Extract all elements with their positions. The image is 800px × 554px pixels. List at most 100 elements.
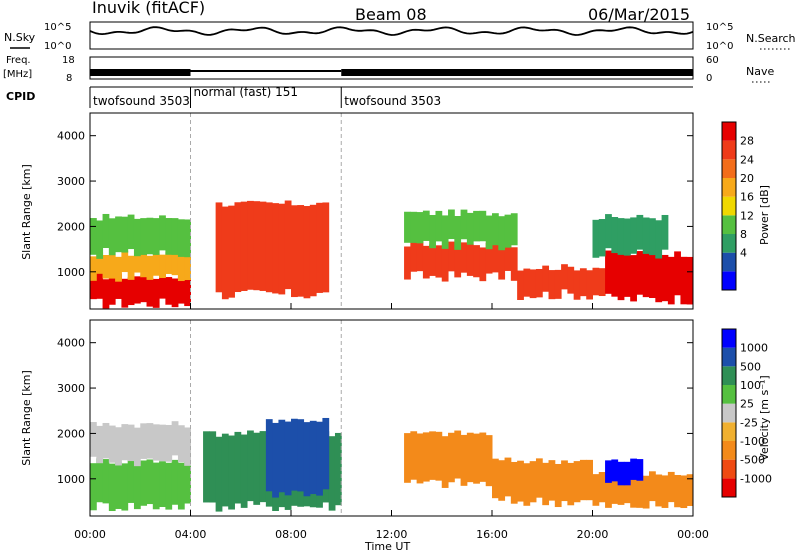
power-cell-6-9 (573, 270, 581, 300)
power-cell-5-13 (485, 215, 493, 250)
velocity-colorbar-label: Velocity [m s⁻¹] (758, 375, 771, 460)
velocity-cell-1-8 (140, 423, 148, 459)
power-cell-3-3 (234, 202, 242, 293)
velocity-cell-3-9 (322, 417, 330, 490)
velocity-cell-0-12 (165, 462, 173, 510)
power-cell-1-5 (121, 251, 129, 273)
power-cell-5-12 (479, 210, 487, 242)
power-cell-6-7 (561, 264, 568, 290)
power-cell-5-2 (416, 212, 424, 244)
velocity-cell-0-1 (96, 458, 104, 503)
power-ytick-label-0: 4000 (57, 130, 85, 143)
velocity-cell-4-10 (466, 432, 474, 483)
power-y-ticks: 4000 3000 2000 1000 (57, 130, 693, 279)
velocity-colorbar-swatch-6 (722, 366, 736, 385)
power-cell-4-12 (479, 247, 487, 282)
power-cell-2-13 (171, 218, 179, 255)
velocity-cell-1-4 (115, 427, 122, 466)
velocity-colorbar: 1000 500 100 25 -25 -100 -500 -1000 (721, 328, 772, 498)
x-tick-label-4: 16:00 (476, 528, 508, 541)
x-tick-label-2: 08:00 (275, 528, 307, 541)
velocity-cell-7-4 (630, 458, 637, 480)
velocity-cell-2-7 (247, 430, 254, 502)
power-cell-0-0 (90, 273, 97, 300)
power-cell-7-8 (655, 255, 663, 303)
velocity-cell-7-0 (605, 460, 612, 483)
power-cell-6-1 (523, 268, 531, 297)
nsky-tick-top: 10^5 (44, 22, 71, 33)
x-tick-label-5: 20:00 (577, 528, 609, 541)
velocity-cell-3-7 (309, 420, 317, 495)
velocity-cell-5-7 (535, 458, 543, 498)
velocity-cell-1-15 (184, 427, 191, 466)
power-cell-6-8 (567, 266, 575, 294)
velocity-colorbar-swatch-2 (722, 441, 736, 460)
velocity-cell-4-3 (422, 432, 430, 482)
velocity-colorbar-tick-0: 1000 (740, 342, 768, 355)
velocity-cell-5-5 (523, 463, 531, 506)
power-colorbar-frame (721, 121, 737, 291)
power-cell-8-6 (630, 217, 637, 254)
power-x-ticks (89, 303, 694, 309)
power-colorbar-swatch-2 (722, 234, 736, 253)
power-colorbar-swatch-0 (722, 271, 736, 290)
velocity-colorbar-tick-5: -100 (740, 435, 765, 448)
date-title: 06/Mar/2015 (588, 5, 690, 24)
velocity-cell-1-14 (177, 425, 185, 463)
power-cell-6-5 (548, 270, 556, 300)
power-cell-0-10 (152, 278, 160, 308)
velocity-cell-5-11 (561, 460, 568, 502)
power-cell-0-6 (127, 277, 135, 306)
power-cell-1-6 (127, 255, 135, 280)
velocity-colorbar-swatch-4 (722, 403, 736, 423)
nsky-label: N.Sky (4, 31, 36, 44)
power-cell-3-1 (221, 206, 229, 300)
velocity-cell-5-0 (492, 458, 499, 499)
power-cell-3-16 (316, 202, 323, 293)
velocity-cell-1-1 (96, 425, 104, 464)
power-ytick-label-3: 1000 (57, 266, 85, 279)
power-cell-2-11 (159, 215, 166, 251)
velocity-colorbar-frame (721, 328, 737, 498)
velocity-colorbar-swatch-7 (722, 347, 736, 367)
velocity-cell-6-13 (674, 474, 681, 508)
power-cell-0-15 (184, 277, 191, 307)
power-cell-7-6 (642, 252, 650, 298)
freq-tick-top: 18 (62, 55, 75, 66)
velocity-colorbar-swatch-3 (722, 422, 736, 441)
power-cell-3-7 (259, 201, 267, 291)
velocity-heatmap (90, 320, 694, 516)
power-cell-8-4 (617, 218, 625, 255)
velocity-colorbar-tick-7: -1000 (740, 472, 772, 485)
velocity-x-ticks (89, 510, 694, 516)
power-cell-7-10 (667, 256, 675, 305)
power-cell-2-10 (152, 218, 160, 255)
power-cell-3-5 (247, 200, 254, 290)
velocity-cell-5-8 (542, 462, 550, 506)
velocity-cell-3-3 (284, 421, 292, 496)
velocity-cell-3-8 (316, 421, 323, 496)
velocity-cell-7-3 (623, 461, 631, 486)
x-tick-label-6: 00:00 (677, 528, 709, 541)
power-cell-8-1 (598, 219, 606, 257)
nsearch-tick-top: 10^5 (706, 22, 733, 33)
power-cell-1-0 (90, 256, 97, 281)
power-cell-2-2 (102, 213, 110, 249)
velocity-cell-6-14 (680, 475, 688, 509)
velocity-cell-5-2 (504, 457, 512, 497)
velocity-cell-1-0 (90, 422, 97, 457)
velocity-cell-0-2 (102, 459, 110, 504)
velocity-cell-2-2 (215, 436, 223, 512)
power-cell-1-4 (115, 256, 122, 282)
power-cell-3-4 (240, 201, 248, 291)
velocity-cell-6-10 (655, 474, 663, 507)
power-cell-4-0 (404, 246, 411, 280)
velocity-cell-6-7 (636, 475, 644, 508)
power-cell-8-7 (636, 214, 644, 250)
velocity-cell-0-14 (177, 462, 185, 510)
power-cell-1-3 (108, 255, 116, 279)
power-cell-1-8 (140, 254, 148, 278)
power-panel: 4000 3000 2000 1000 Slant Range [km] 28 24 20… (20, 112, 771, 310)
power-cell-7-12 (680, 256, 688, 305)
